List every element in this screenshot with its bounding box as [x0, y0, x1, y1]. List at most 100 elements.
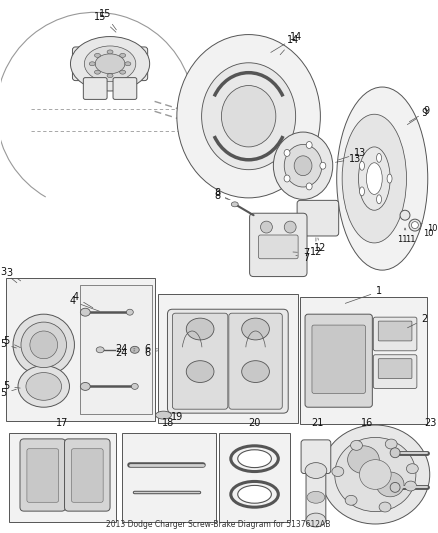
- Ellipse shape: [306, 142, 312, 149]
- Ellipse shape: [342, 114, 406, 243]
- FancyBboxPatch shape: [229, 313, 282, 409]
- Ellipse shape: [238, 450, 272, 467]
- FancyBboxPatch shape: [27, 449, 59, 502]
- FancyBboxPatch shape: [301, 440, 331, 473]
- Ellipse shape: [376, 472, 404, 497]
- Ellipse shape: [306, 183, 312, 190]
- Ellipse shape: [385, 439, 397, 449]
- Ellipse shape: [358, 147, 390, 210]
- FancyBboxPatch shape: [122, 433, 216, 522]
- Ellipse shape: [405, 481, 417, 491]
- Text: 19: 19: [171, 412, 184, 422]
- Text: 2: 2: [407, 314, 428, 328]
- Ellipse shape: [284, 144, 322, 187]
- Ellipse shape: [26, 373, 62, 400]
- Ellipse shape: [221, 86, 276, 147]
- Text: 4: 4: [69, 296, 99, 311]
- Text: 10: 10: [421, 223, 438, 232]
- FancyBboxPatch shape: [20, 439, 66, 511]
- FancyBboxPatch shape: [71, 449, 103, 502]
- Text: 15: 15: [94, 12, 116, 32]
- Ellipse shape: [242, 318, 269, 340]
- Ellipse shape: [71, 37, 150, 91]
- Ellipse shape: [177, 35, 320, 198]
- Ellipse shape: [348, 446, 379, 473]
- Text: 5: 5: [3, 336, 21, 348]
- Ellipse shape: [306, 513, 326, 527]
- FancyBboxPatch shape: [173, 313, 228, 409]
- Ellipse shape: [379, 502, 391, 512]
- Text: 12: 12: [314, 238, 326, 253]
- FancyBboxPatch shape: [297, 200, 339, 236]
- Circle shape: [261, 221, 272, 233]
- Text: 20: 20: [248, 418, 261, 428]
- Text: 7: 7: [296, 253, 309, 263]
- Text: 24: 24: [116, 348, 135, 358]
- Ellipse shape: [13, 314, 74, 376]
- Ellipse shape: [107, 50, 113, 54]
- Text: 7: 7: [293, 248, 309, 258]
- FancyBboxPatch shape: [378, 321, 412, 341]
- Ellipse shape: [30, 331, 58, 359]
- Ellipse shape: [350, 440, 362, 450]
- Text: 14: 14: [280, 35, 299, 55]
- Ellipse shape: [367, 163, 382, 195]
- FancyBboxPatch shape: [306, 469, 326, 522]
- Ellipse shape: [85, 46, 136, 82]
- Ellipse shape: [18, 366, 70, 407]
- FancyBboxPatch shape: [64, 439, 110, 511]
- Circle shape: [284, 221, 296, 233]
- Text: 18: 18: [162, 418, 175, 428]
- Ellipse shape: [387, 174, 392, 183]
- FancyBboxPatch shape: [9, 433, 116, 522]
- FancyBboxPatch shape: [373, 355, 417, 389]
- Ellipse shape: [332, 466, 344, 477]
- Ellipse shape: [307, 491, 325, 503]
- Ellipse shape: [95, 70, 100, 74]
- Ellipse shape: [21, 322, 67, 368]
- FancyBboxPatch shape: [113, 78, 137, 99]
- FancyBboxPatch shape: [300, 297, 427, 424]
- Ellipse shape: [377, 195, 381, 204]
- Text: 2013 Dodge Charger Screw-Brake Diagram for 5137612AB: 2013 Dodge Charger Screw-Brake Diagram f…: [106, 521, 330, 529]
- Ellipse shape: [127, 309, 133, 315]
- Text: 13: 13: [339, 148, 367, 160]
- FancyBboxPatch shape: [378, 359, 412, 378]
- Ellipse shape: [273, 132, 333, 199]
- Ellipse shape: [80, 308, 90, 316]
- Ellipse shape: [305, 463, 327, 479]
- Ellipse shape: [107, 74, 113, 78]
- FancyBboxPatch shape: [167, 309, 288, 413]
- Ellipse shape: [360, 161, 364, 170]
- Text: 21: 21: [312, 418, 324, 428]
- Ellipse shape: [131, 346, 139, 353]
- Ellipse shape: [120, 53, 126, 58]
- Ellipse shape: [131, 383, 138, 390]
- Text: 24: 24: [116, 344, 135, 354]
- FancyBboxPatch shape: [250, 213, 307, 277]
- Ellipse shape: [409, 219, 421, 231]
- Text: 1: 1: [345, 286, 382, 303]
- Ellipse shape: [284, 175, 290, 182]
- Text: 6: 6: [145, 344, 158, 354]
- Text: 13: 13: [336, 154, 362, 164]
- Ellipse shape: [360, 459, 391, 489]
- Ellipse shape: [186, 318, 214, 340]
- FancyBboxPatch shape: [158, 294, 298, 423]
- Text: 11: 11: [405, 228, 415, 245]
- Text: 8: 8: [214, 191, 230, 201]
- Ellipse shape: [335, 438, 416, 512]
- Ellipse shape: [155, 411, 171, 419]
- Text: 3: 3: [0, 266, 17, 282]
- Ellipse shape: [294, 156, 312, 175]
- Ellipse shape: [80, 383, 90, 390]
- Text: 17: 17: [57, 418, 69, 428]
- Text: 5: 5: [0, 389, 16, 398]
- Ellipse shape: [337, 87, 428, 270]
- Text: 6: 6: [145, 348, 158, 358]
- Ellipse shape: [321, 425, 430, 524]
- Text: 16: 16: [361, 418, 374, 428]
- Text: 11: 11: [397, 228, 407, 245]
- FancyBboxPatch shape: [72, 47, 148, 80]
- Text: 9: 9: [407, 108, 428, 125]
